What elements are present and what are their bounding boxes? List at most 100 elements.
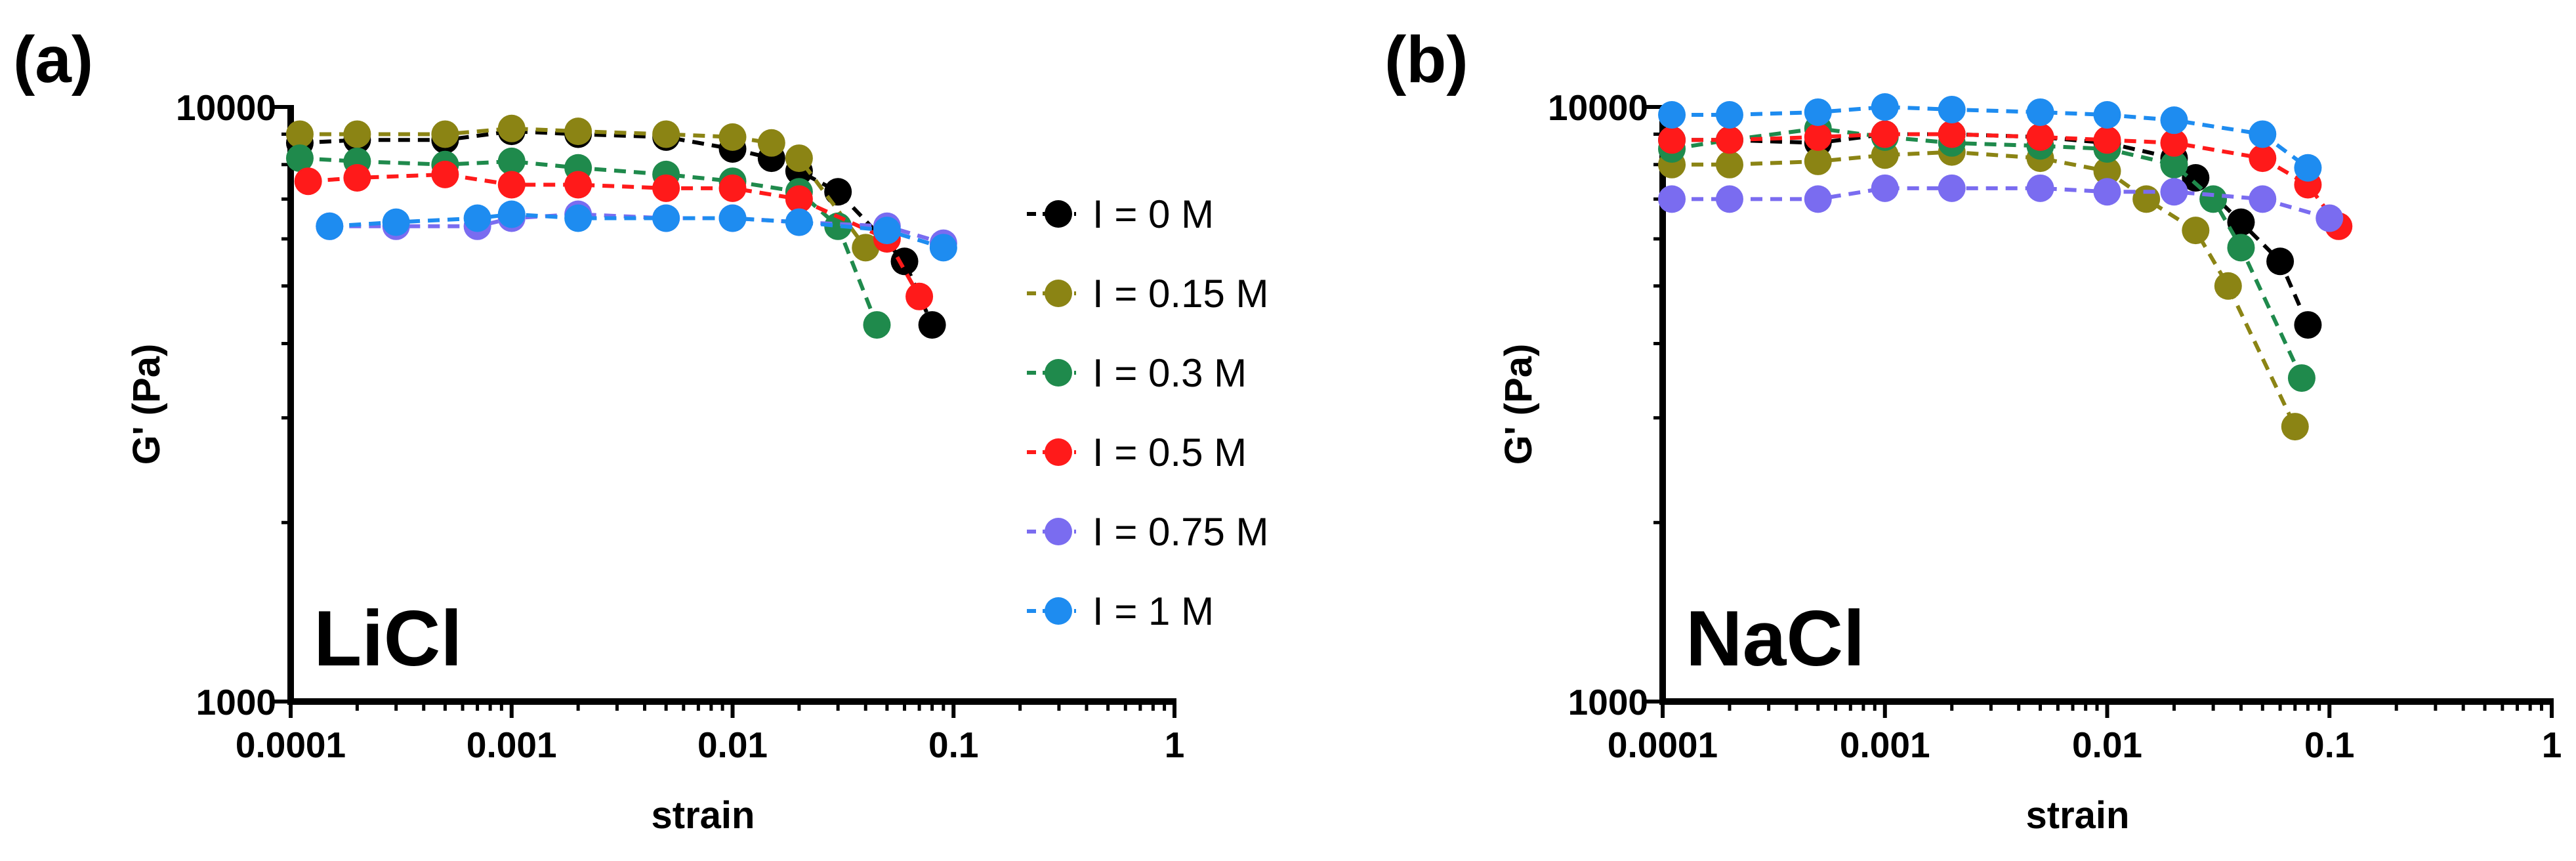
legend-marker [1045,518,1072,545]
series-line [308,172,921,298]
data-point [929,234,957,262]
data-point [497,114,526,142]
y-tick-label: 10000 [1548,87,1648,128]
data-point [785,185,813,213]
x-axis-title: strain [2026,794,2130,837]
series-line [329,212,944,245]
series-line [329,212,944,250]
data-point [905,282,934,310]
legend-marker [1045,597,1072,625]
legend-label: I = 0.15 M [1092,272,1268,316]
data-point [2026,123,2054,151]
data-point [343,120,371,148]
legend-marker [1045,438,1072,466]
data-point [2249,185,2277,213]
data-point [564,117,592,146]
data-point [1871,174,1899,202]
data-point [2132,185,2161,213]
data-point [431,160,459,188]
data-point [1715,150,1743,178]
data-point [1658,100,1686,129]
data-point [497,200,526,228]
data-point [564,171,592,199]
data-point [918,311,946,339]
data-point [343,163,371,192]
legend-marker [1045,200,1072,228]
data-point [2160,178,2188,206]
data-point [2227,208,2255,236]
data-point [873,217,901,245]
data-point [2287,364,2316,392]
y-tick-label: 1000 [196,682,276,723]
data-point [718,123,747,151]
annotation: NaCl [1686,595,1865,682]
x-tick-label: 1 [1165,724,1185,765]
data-point [785,208,813,236]
data-point [1804,123,1832,151]
data-point [1658,185,1686,213]
data-point [718,204,747,232]
series-line [1671,126,2304,379]
data-point [2160,106,2188,135]
series-line [1672,104,2310,170]
y-tick-label: 1000 [1568,682,1648,723]
data-point [2294,154,2322,182]
data-point [2249,144,2277,173]
series-line [1672,186,2331,220]
data-point [1938,174,1966,202]
data-point [757,129,785,157]
x-tick-label: 0.01 [2072,724,2142,765]
data-point [285,144,314,173]
data-point [316,212,344,240]
data-point [2214,272,2242,300]
legend-label: I = 0.3 M [1092,351,1247,395]
data-point [463,204,491,232]
legend-label: I = 0 M [1092,192,1214,236]
data-point [2026,98,2054,126]
x-tick-label: 0.0001 [1608,724,1718,765]
panel-label: (a) [13,23,93,96]
legend-marker [1045,280,1072,307]
data-point [2160,129,2188,157]
data-point [382,208,410,236]
series-line [299,156,879,326]
data-point [431,120,459,148]
data-point [2093,126,2121,154]
x-tick-label: 0.001 [467,724,557,765]
series-line [299,126,867,249]
data-point [1804,147,1832,175]
data-point [1938,120,1966,148]
data-point [1715,126,1743,154]
data-point [652,204,680,232]
data-point [852,234,880,262]
data-point [863,311,891,339]
data-point [1715,185,1743,213]
data-point [1804,98,1832,126]
x-tick-label: 0.001 [1840,724,1930,765]
data-point [2093,157,2121,185]
data-point [824,178,852,206]
panel-label: (b) [1384,23,1468,96]
legend-label: I = 0.75 M [1092,510,1268,554]
data-point [652,120,680,148]
data-point [285,120,314,148]
data-point [785,144,813,173]
data-point [2182,163,2210,192]
legend-label: I = 1 M [1092,589,1214,633]
data-point [2160,150,2188,178]
data-point [2227,234,2255,262]
x-tick-label: 0.01 [697,724,768,765]
x-tick-label: 0.0001 [236,724,346,765]
data-point [1715,100,1743,129]
data-point [718,174,747,202]
data-point [890,247,919,276]
data-point [2026,174,2054,202]
data-point [2316,204,2344,232]
data-point [2294,311,2322,339]
y-axis-title: G' (Pa) [125,344,168,465]
data-point [2093,100,2121,129]
data-point [1871,93,1899,121]
data-point [497,171,526,199]
chart-panel: (b) 0.0001 0.001 0.01 0.1 1 1000 10000 strain G' … [1384,23,2562,837]
